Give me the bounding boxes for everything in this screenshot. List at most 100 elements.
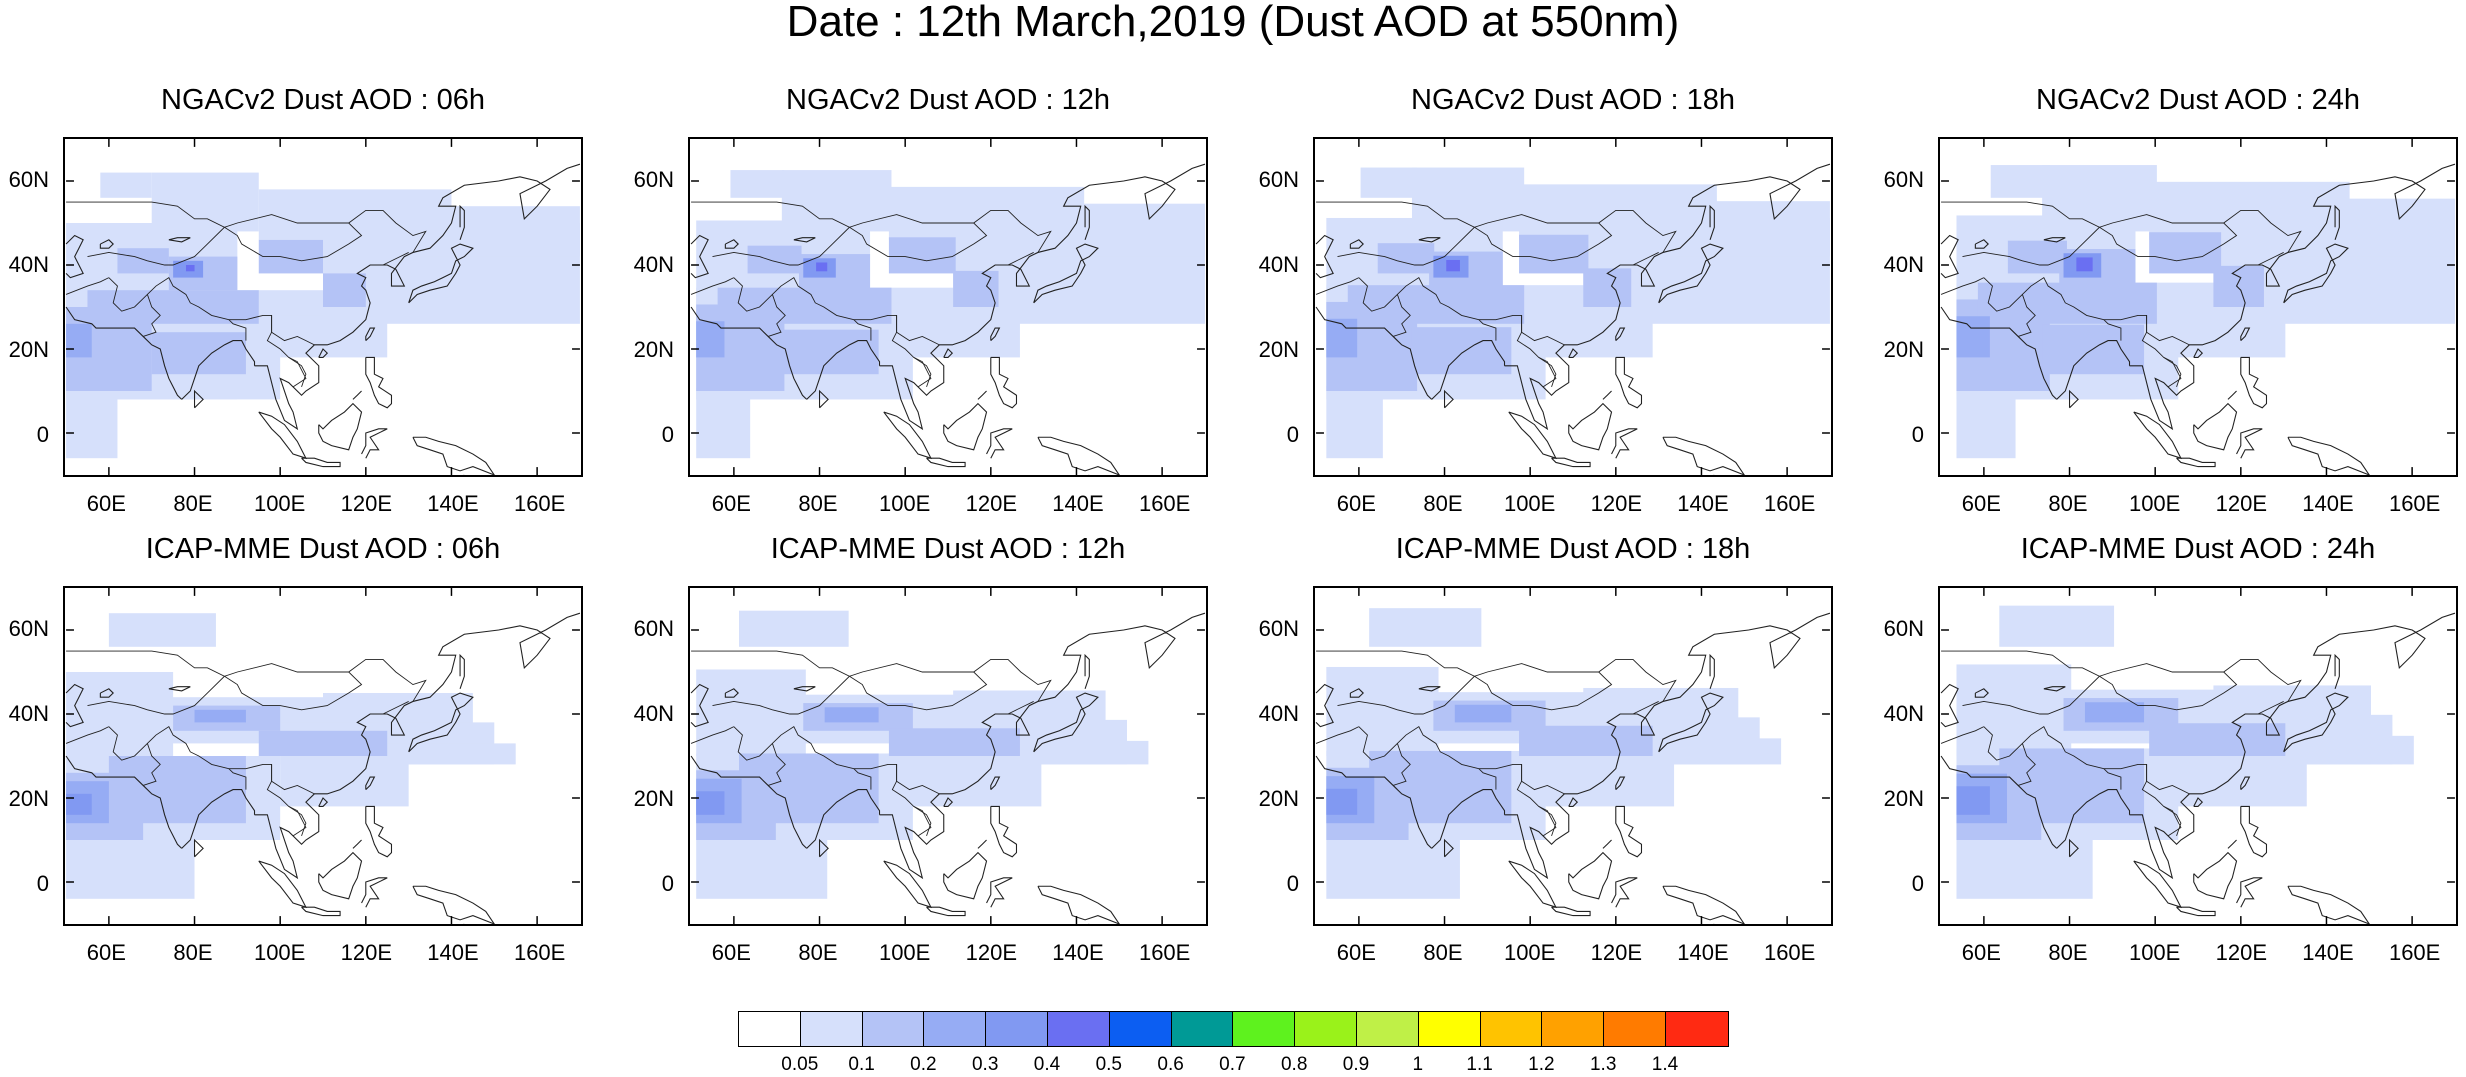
coastline <box>1418 686 1441 692</box>
lon-tick-label: 80E <box>798 491 838 516</box>
coastline <box>1037 436 1120 475</box>
country-border <box>108 277 315 346</box>
dust-aod-cell <box>2149 723 2286 756</box>
coastline <box>2227 839 2237 849</box>
lon-tick-label: 80E <box>798 940 838 965</box>
coastline <box>1615 356 1643 409</box>
map-plot-area <box>1313 137 1833 477</box>
dust-aod-cell <box>1999 605 2115 647</box>
coastline <box>2129 163 2456 431</box>
lon-tick-label: 120E <box>1590 940 1643 965</box>
lon-tick-label: 120E <box>340 940 393 965</box>
dust-aod-cell <box>888 728 1020 756</box>
colorbar-swatch <box>862 1012 925 1046</box>
country-border <box>2018 743 2036 786</box>
coastline <box>1551 906 1591 917</box>
coastline <box>724 688 739 698</box>
lat-tick-label: 0 <box>1911 870 1924 896</box>
coastline <box>986 877 1013 908</box>
country-border <box>228 319 247 341</box>
lat-tick-label: 20N <box>1258 336 1299 362</box>
lon-tick-label: 140E <box>1052 940 1104 965</box>
coastline <box>1431 789 1506 849</box>
country-border <box>288 806 307 837</box>
coastline <box>318 402 363 451</box>
country-border <box>1474 226 1514 257</box>
coastline <box>2287 885 2370 924</box>
coastline <box>193 389 204 409</box>
coastline <box>879 612 1206 880</box>
lon-tick-label: 140E <box>2302 491 2354 516</box>
coastline <box>361 877 388 908</box>
colorbar-label: 0.1 <box>848 1054 875 1075</box>
lat-tick-label: 20N <box>1883 336 1924 362</box>
lon-tick-label: 140E <box>427 940 479 965</box>
country-border <box>1983 277 2190 346</box>
lon-tick-label: 100E <box>253 491 306 516</box>
coastline <box>2133 860 2182 909</box>
coastline <box>2133 411 2182 460</box>
country-border <box>2141 764 2182 836</box>
country-border <box>1358 726 1565 795</box>
country-border <box>263 671 363 711</box>
coastline <box>1315 234 1334 279</box>
lon-tick-label: 160E <box>1763 491 1816 516</box>
dust-aod-cell <box>87 290 259 324</box>
coastline <box>2193 797 2204 807</box>
country-border <box>87 226 225 266</box>
coastline <box>1568 348 1579 358</box>
lat-tick-label: 0 <box>1286 870 1299 896</box>
colorbar-swatch <box>800 1012 863 1046</box>
colorbar-swatch <box>1356 1012 1419 1046</box>
colorbar-label: 1.3 <box>1589 1054 1617 1075</box>
dust-aod-cell <box>1519 234 1589 274</box>
lon-tick-label: 100E <box>878 940 931 965</box>
coastline <box>361 428 388 459</box>
panel-title: ICAP-MME Dust AOD : 24h <box>2020 533 2376 565</box>
lon-tick-label: 100E <box>1503 940 1556 965</box>
country-border <box>2163 357 2182 388</box>
coastline <box>1615 805 1643 858</box>
colorbar-swatch <box>739 1012 801 1046</box>
map-panel: NGACv2 Dust AOD : 12h 60N 40N 20N 0 60E 80E 100… <box>634 85 1208 515</box>
dust-aod-cell <box>1668 201 1830 257</box>
coastline <box>1508 860 1557 909</box>
dust-aod-cell <box>953 270 999 307</box>
country-border <box>2257 252 2284 266</box>
coastline <box>1662 885 1745 924</box>
country-border <box>1983 726 2190 795</box>
dust-aod-cell <box>387 743 516 765</box>
lat-tick-label: 0 <box>1911 421 1924 447</box>
coastline <box>412 885 495 924</box>
country-border <box>1316 650 1677 702</box>
lat-tick-label: 60N <box>1883 166 1924 192</box>
colorbar-label: 0.6 <box>1157 1054 1184 1075</box>
country-border <box>733 277 940 346</box>
lon-tick-label: 120E <box>340 491 393 516</box>
lon-tick-label: 160E <box>2388 491 2441 516</box>
country-border <box>382 252 409 266</box>
lon-tick-label: 140E <box>2302 940 2354 965</box>
dust-aod-cell <box>2277 735 2414 765</box>
lat-tick-label: 0 <box>1286 421 1299 447</box>
coastline <box>2193 402 2238 451</box>
dust-aod-cell <box>66 793 92 815</box>
coastline <box>943 402 988 451</box>
country-border <box>65 277 110 295</box>
dust-aod-cell <box>100 172 152 198</box>
country-border <box>913 806 932 837</box>
lon-tick-label: 100E <box>1503 491 1556 516</box>
coastline <box>2043 686 2066 692</box>
country-border <box>1941 201 2302 253</box>
dust-aod-cell <box>1999 748 2145 824</box>
country-border <box>690 726 735 744</box>
lon-tick-label: 120E <box>2215 940 2268 965</box>
country-border <box>1337 675 1475 715</box>
dust-aod-cell <box>2042 165 2157 232</box>
country-border <box>1516 315 1557 387</box>
coastline <box>926 457 966 468</box>
coastline <box>412 436 495 475</box>
colorbar-swatch <box>1109 1012 1172 1046</box>
country-border <box>382 701 409 715</box>
coastline <box>1713 474 1715 475</box>
